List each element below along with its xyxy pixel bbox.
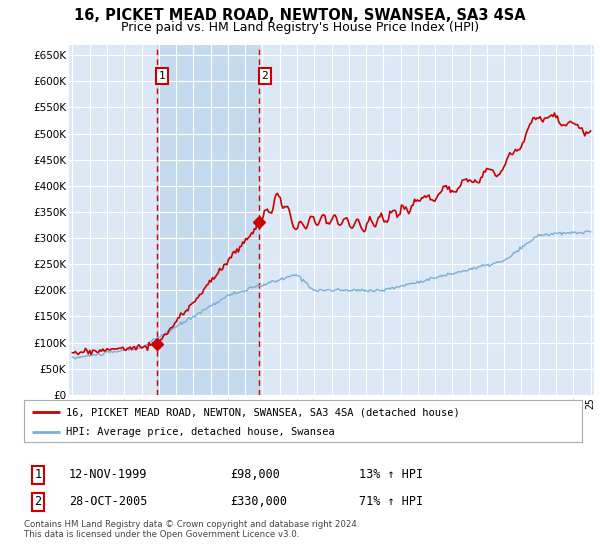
Text: 1: 1 [158, 71, 165, 81]
Text: 28-OCT-2005: 28-OCT-2005 [68, 495, 147, 508]
Text: £98,000: £98,000 [230, 468, 280, 482]
Bar [157, 45, 259, 395]
Text: 2: 2 [261, 71, 268, 81]
Text: 2: 2 [34, 495, 41, 508]
Text: 16, PICKET MEAD ROAD, NEWTON, SWANSEA, SA3 4SA: 16, PICKET MEAD ROAD, NEWTON, SWANSEA, S… [74, 8, 526, 24]
Text: 13% ↑ HPI: 13% ↑ HPI [359, 468, 423, 482]
Text: 16, PICKET MEAD ROAD, NEWTON, SWANSEA, SA3 4SA (detached house): 16, PICKET MEAD ROAD, NEWTON, SWANSEA, S… [66, 407, 460, 417]
Text: 12-NOV-1999: 12-NOV-1999 [68, 468, 147, 482]
Text: £330,000: £330,000 [230, 495, 287, 508]
Text: 1: 1 [34, 468, 41, 482]
Text: HPI: Average price, detached house, Swansea: HPI: Average price, detached house, Swan… [66, 427, 335, 437]
Text: 71% ↑ HPI: 71% ↑ HPI [359, 495, 423, 508]
Text: Contains HM Land Registry data © Crown copyright and database right 2024.
This d: Contains HM Land Registry data © Crown c… [24, 520, 359, 539]
Text: Price paid vs. HM Land Registry's House Price Index (HPI): Price paid vs. HM Land Registry's House … [121, 21, 479, 34]
